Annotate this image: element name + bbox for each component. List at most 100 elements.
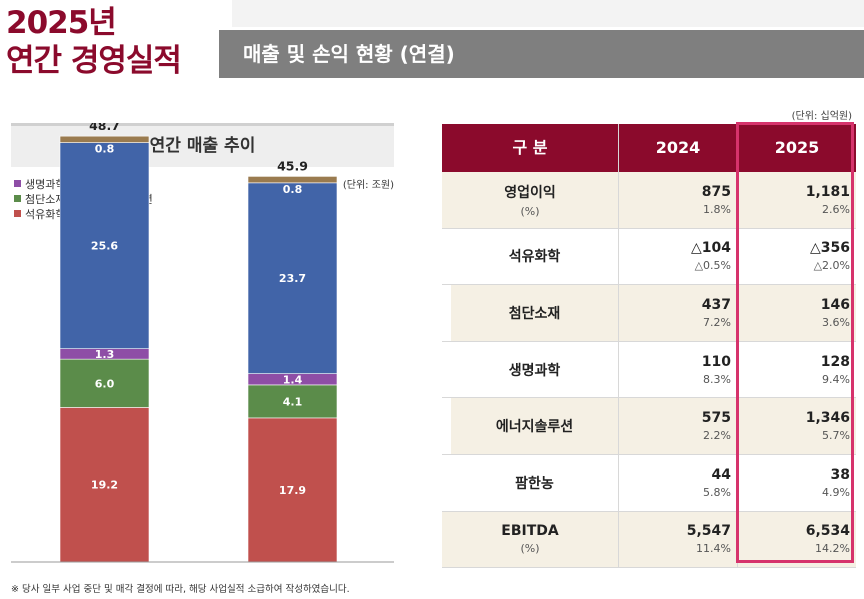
row-label-cell: EBITDA (%) xyxy=(442,511,618,568)
legend-label: 석유화학 xyxy=(25,208,66,221)
margin-2024: 5.8% xyxy=(703,485,731,499)
value-2024: 110 xyxy=(701,353,731,370)
header-2024: 2024 xyxy=(619,124,737,172)
total-label: 48.7 xyxy=(89,123,120,133)
margin-2025: 9.4% xyxy=(822,372,850,386)
chart-panel: 연간 매출 추이 생명과학팜한농첨단소재에너지솔루션석유화학 (단위: 조원) … xyxy=(11,123,394,563)
page-title-main: 연간 경영실적 xyxy=(6,43,182,79)
margin-2024: 8.3% xyxy=(703,372,731,386)
value-2025: 6,534 xyxy=(805,523,850,540)
cell-2024: 575 2.2% xyxy=(619,398,737,454)
data-label: 19.2 xyxy=(91,479,118,492)
legend-item: 석유화학 xyxy=(14,208,65,222)
row-label-cell: 영업이익 (%) xyxy=(442,172,618,228)
table-header: 구 분 2024 2025 xyxy=(442,124,856,172)
table-row: 석유화학 △104 △0.5% △356 △2.0% xyxy=(442,229,856,286)
bar-segment xyxy=(59,358,150,408)
legend-swatch xyxy=(14,210,21,217)
value-2024: 575 xyxy=(701,410,731,427)
bar-segment xyxy=(59,135,150,143)
bar-segment xyxy=(247,417,338,563)
value-2025: 146 xyxy=(820,296,850,313)
margin-2024: 7.2% xyxy=(703,315,731,329)
bar-segment xyxy=(247,384,338,419)
row-label-cell: 생명과학 xyxy=(451,342,618,398)
row-label-cell: 첨단소재 xyxy=(451,285,618,341)
value-2025: 1,181 xyxy=(805,183,850,200)
legend-label: 생명과학 xyxy=(25,178,66,191)
legend-item: 첨단소재 xyxy=(14,193,65,207)
legend-swatch xyxy=(14,180,21,187)
row-label: EBITDA xyxy=(501,523,559,540)
data-label: 25.6 xyxy=(91,240,118,253)
page-title-year: 2025년 xyxy=(6,5,117,41)
cell-2025: 146 3.6% xyxy=(738,285,856,341)
row-label: 팜한농 xyxy=(515,475,554,492)
margin-2025: 14.2% xyxy=(815,542,850,556)
margin-2024: 11.4% xyxy=(696,542,731,556)
margin-2024: 2.2% xyxy=(703,429,731,443)
cell-2024: 875 1.8% xyxy=(619,172,737,228)
margin-2024: △0.5% xyxy=(694,259,731,273)
value-2025: 1,346 xyxy=(805,410,850,427)
data-label: 17.9 xyxy=(279,484,306,497)
value-2024: △104 xyxy=(691,240,731,257)
top-strip xyxy=(232,0,864,27)
page-title: 2025년 연간 경영실적 xyxy=(6,4,182,80)
data-label: 0.8 xyxy=(95,143,115,156)
margin-2025: 3.6% xyxy=(822,315,850,329)
value-2025: 38 xyxy=(830,466,850,483)
cell-2024: △104 △0.5% xyxy=(619,229,737,285)
value-2024: 875 xyxy=(701,183,731,200)
margin-2025: △2.0% xyxy=(813,259,850,273)
bar-segment xyxy=(247,182,338,374)
row-label: 석유화학 xyxy=(508,249,561,266)
table-row: EBITDA (%) 5,547 11.4% 6,534 14.2% xyxy=(442,511,856,569)
value-2024: 44 xyxy=(711,466,731,483)
chart-unit: (단위: 조원) xyxy=(342,180,394,191)
table-row: 첨단소재 437 7.2% 146 3.6% xyxy=(442,285,856,342)
cell-2025: 1,181 2.6% xyxy=(738,172,856,228)
legend-label: 첨단소재 xyxy=(25,193,66,206)
legend-item: 생명과학 xyxy=(14,178,65,192)
table-row: 팜한농 44 5.8% 38 4.9% xyxy=(442,455,856,512)
cell-2024: 44 5.8% xyxy=(619,455,737,511)
margin-2025: 5.7% xyxy=(822,429,850,443)
cell-2025: △356 △2.0% xyxy=(738,229,856,285)
cell-2024: 110 8.3% xyxy=(619,342,737,398)
row-label-cell: 에너지솔루션 xyxy=(451,398,618,454)
table-row: 에너지솔루션 575 2.2% 1,346 5.7% xyxy=(442,398,856,455)
data-label: 23.7 xyxy=(279,272,306,285)
table-unit-note: (단위: 십억원) xyxy=(791,111,852,122)
cell-2024: 5,547 11.4% xyxy=(619,511,737,568)
column-divider xyxy=(737,124,738,569)
bar-segment xyxy=(59,142,150,349)
margin-2025: 2.6% xyxy=(822,202,850,216)
row-label: 첨단소재 xyxy=(508,305,561,322)
value-2025: 128 xyxy=(820,353,850,370)
data-label: 1.4 xyxy=(283,373,303,386)
footnote: ※ 당사 일부 사업 중단 및 매각 결정에 따라, 해당 사업실적 소급하여 … xyxy=(11,584,350,595)
data-label: 0.8 xyxy=(283,183,303,196)
table-row: 영업이익 (%) 875 1.8% 1,181 2.6% xyxy=(442,172,856,229)
row-sublabel: (%) xyxy=(520,204,540,218)
cell-2025: 128 9.4% xyxy=(738,342,856,398)
cell-2025: 6,534 14.2% xyxy=(738,511,856,568)
header-2025: 2025 xyxy=(738,124,856,172)
value-2024: 437 xyxy=(701,296,731,313)
header-category: 구 분 xyxy=(442,124,618,172)
row-label: 에너지솔루션 xyxy=(495,419,574,436)
row-label-cell: 석유화학 xyxy=(451,229,618,285)
margin-2025: 4.9% xyxy=(822,485,850,499)
bar-segment xyxy=(247,176,338,184)
cell-2024: 437 7.2% xyxy=(619,285,737,341)
value-2025: △356 xyxy=(810,240,850,257)
margin-2024: 1.8% xyxy=(703,202,731,216)
stacked-bar-chart: 19.26.01.325.60.848.7'2417.94.11.423.70.… xyxy=(11,123,394,563)
cell-2025: 38 4.9% xyxy=(738,455,856,511)
legend-swatch xyxy=(14,195,21,202)
bar-segment xyxy=(59,407,150,563)
row-label: 영업이익 xyxy=(504,184,556,201)
value-2024: 5,547 xyxy=(686,523,731,540)
